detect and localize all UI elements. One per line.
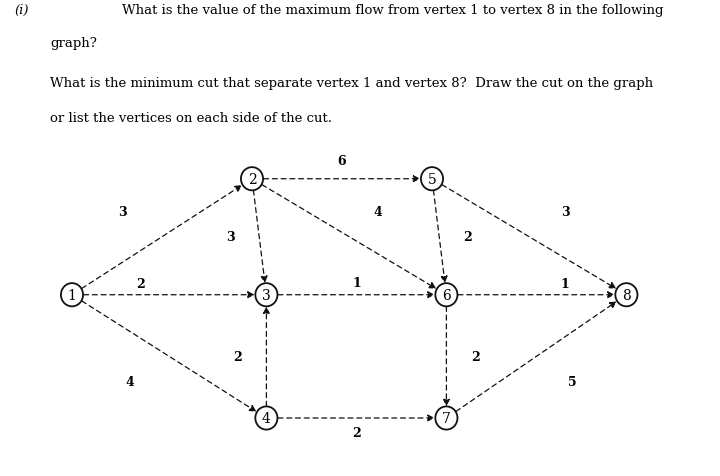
Ellipse shape (616, 284, 637, 307)
Ellipse shape (436, 407, 457, 430)
Text: 4: 4 (125, 376, 134, 388)
Text: 4: 4 (374, 206, 382, 218)
Text: 7: 7 (442, 411, 451, 425)
Text: 3: 3 (561, 206, 570, 218)
Text: (i): (i) (14, 4, 29, 17)
Text: or list the vertices on each side of the cut.: or list the vertices on each side of the… (50, 111, 333, 124)
Text: 2: 2 (352, 426, 361, 439)
Ellipse shape (241, 168, 263, 191)
Text: 5: 5 (568, 376, 577, 388)
Text: 6: 6 (442, 288, 451, 302)
Text: 2: 2 (464, 231, 472, 244)
Text: 3: 3 (262, 288, 271, 302)
Text: 2: 2 (248, 172, 256, 186)
Text: 3: 3 (226, 231, 235, 244)
Text: What is the minimum cut that separate vertex 1 and vertex 8?  Draw the cut on th: What is the minimum cut that separate ve… (50, 77, 654, 89)
Text: graph?: graph? (50, 37, 97, 50)
Ellipse shape (256, 407, 277, 430)
Text: 2: 2 (233, 350, 242, 363)
Text: 3: 3 (118, 206, 127, 218)
Text: 1: 1 (561, 278, 570, 291)
Text: 8: 8 (622, 288, 631, 302)
Text: 1: 1 (352, 276, 361, 289)
Ellipse shape (256, 284, 277, 307)
Ellipse shape (436, 284, 457, 307)
Text: 1: 1 (68, 288, 76, 302)
Text: 2: 2 (136, 278, 145, 291)
Ellipse shape (61, 284, 83, 307)
Text: 2: 2 (471, 350, 480, 363)
Text: 4: 4 (262, 411, 271, 425)
Text: 5: 5 (428, 172, 436, 186)
Ellipse shape (421, 168, 443, 191)
Text: What is the value of the maximum flow from vertex 1 to vertex 8 in the following: What is the value of the maximum flow fr… (122, 4, 664, 17)
Text: 6: 6 (338, 155, 346, 168)
